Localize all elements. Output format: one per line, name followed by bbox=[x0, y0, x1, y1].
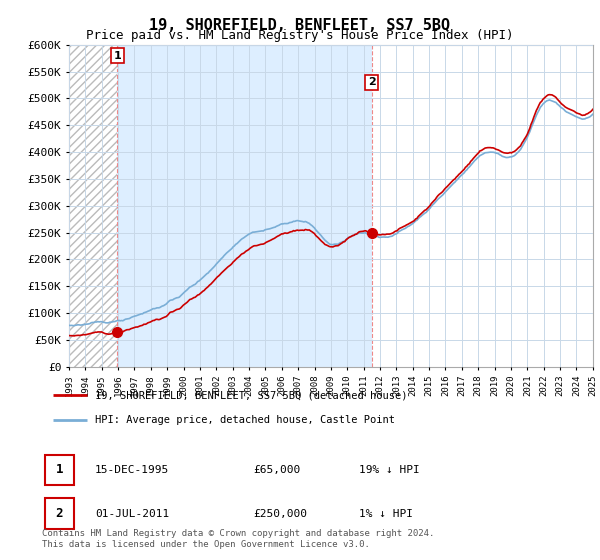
Text: Contains HM Land Registry data © Crown copyright and database right 2024.
This d: Contains HM Land Registry data © Crown c… bbox=[42, 529, 434, 549]
Text: 2: 2 bbox=[368, 77, 376, 87]
Text: 19% ↓ HPI: 19% ↓ HPI bbox=[359, 465, 419, 475]
Text: 19, SHOREFIELD, BENFLEET, SS7 5BQ: 19, SHOREFIELD, BENFLEET, SS7 5BQ bbox=[149, 18, 451, 33]
Text: HPI: Average price, detached house, Castle Point: HPI: Average price, detached house, Cast… bbox=[95, 414, 395, 424]
Text: 1% ↓ HPI: 1% ↓ HPI bbox=[359, 508, 413, 519]
Text: £65,000: £65,000 bbox=[253, 465, 301, 475]
Text: 1: 1 bbox=[113, 50, 121, 60]
Text: 01-JUL-2011: 01-JUL-2011 bbox=[95, 508, 169, 519]
Text: 2: 2 bbox=[55, 507, 63, 520]
Text: 19, SHOREFIELD, BENFLEET, SS7 5BQ (detached house): 19, SHOREFIELD, BENFLEET, SS7 5BQ (detac… bbox=[95, 390, 407, 400]
Text: £250,000: £250,000 bbox=[253, 508, 307, 519]
Bar bbox=[118, 45, 372, 367]
Text: 15-DEC-1995: 15-DEC-1995 bbox=[95, 465, 169, 475]
Text: 1: 1 bbox=[55, 463, 63, 477]
Text: Price paid vs. HM Land Registry's House Price Index (HPI): Price paid vs. HM Land Registry's House … bbox=[86, 29, 514, 42]
